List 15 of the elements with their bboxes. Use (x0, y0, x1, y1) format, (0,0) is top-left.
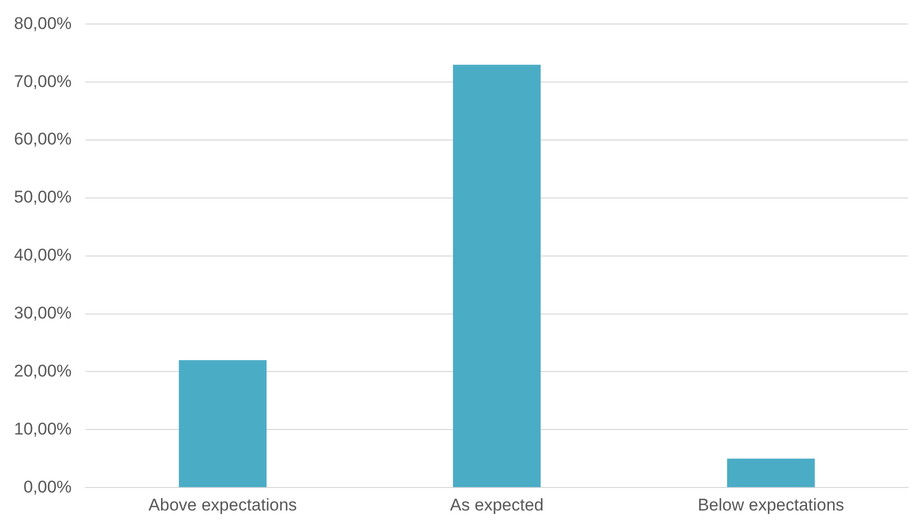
y-tick-label: 80,00% (14, 14, 72, 33)
y-tick-label: 70,00% (14, 72, 72, 91)
bar (727, 458, 815, 488)
y-tick-label: 20,00% (14, 361, 72, 380)
y-tick-label: 50,00% (14, 188, 72, 207)
y-tick-label: 40,00% (14, 246, 72, 265)
bar (178, 360, 267, 488)
bar (452, 64, 541, 488)
y-tick-label: 0,00% (23, 477, 72, 496)
y-tick-label: 30,00% (14, 304, 72, 323)
x-tick-label: Below expectations (698, 495, 844, 514)
y-tick-label: 10,00% (14, 419, 72, 438)
y-tick-label: 60,00% (14, 130, 72, 149)
x-tick-label: As expected (450, 495, 544, 514)
x-tick-label: Above expectations (148, 495, 297, 514)
